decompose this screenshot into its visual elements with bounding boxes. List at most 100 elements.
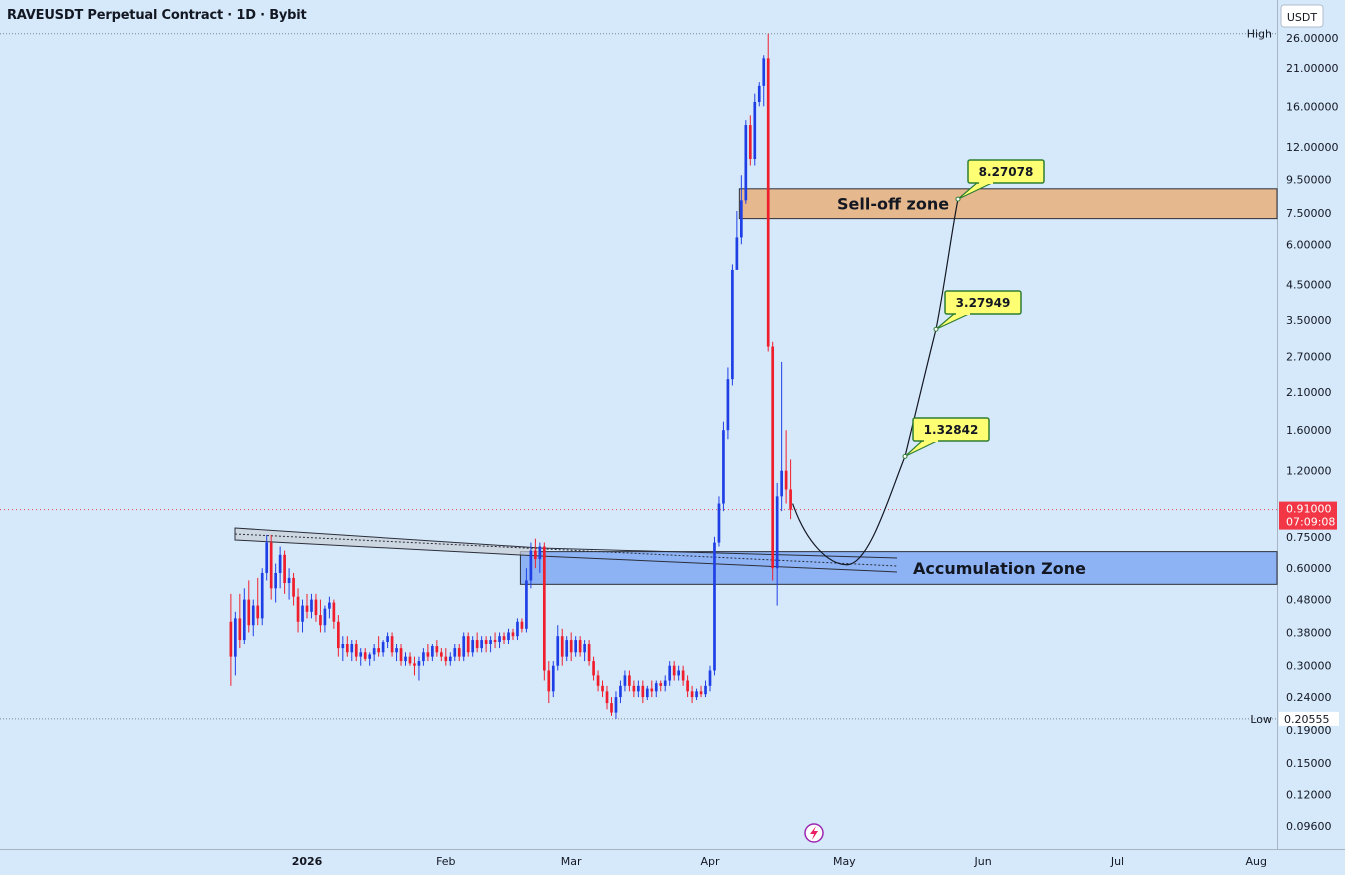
target-callout-value: 8.27078	[979, 165, 1034, 179]
candle-body	[386, 636, 389, 643]
callout-joint	[956, 311, 970, 315]
candle-body	[574, 640, 578, 653]
candle-body	[484, 640, 488, 645]
candle-body	[404, 656, 407, 662]
callout-joint	[979, 180, 993, 184]
time-tick-label: Aug	[1246, 855, 1267, 868]
time-tick-label: Feb	[436, 855, 455, 868]
selloff-zone[interactable]	[738, 188, 1278, 220]
price-tick-label: 9.50000	[1286, 174, 1332, 187]
candle-body	[337, 621, 340, 649]
price-tick-label: 0.19000	[1286, 724, 1332, 737]
time-tick-label: Jul	[1110, 855, 1124, 868]
candle-body	[480, 640, 483, 649]
price-tick-label: 1.60000	[1286, 424, 1332, 437]
candle-body	[525, 580, 528, 629]
candle-body	[493, 640, 497, 643]
target-point	[902, 453, 908, 459]
candle-body	[534, 550, 537, 560]
candle-body	[345, 644, 349, 653]
projection-curve[interactable]	[792, 199, 959, 566]
candle-body	[471, 640, 475, 653]
candle-body	[775, 496, 779, 569]
candle-body	[699, 691, 703, 695]
candle-body	[431, 646, 434, 657]
price-tick-label: 2.70000	[1286, 351, 1332, 364]
candle-body	[466, 636, 470, 653]
candle-body	[242, 599, 246, 641]
trend-line-extension-upper[interactable]	[539, 547, 898, 559]
candle-body	[368, 654, 372, 659]
candle-body	[663, 680, 667, 686]
target-callout-value: 3.27949	[956, 296, 1011, 310]
price-tick-label: 7.50000	[1286, 207, 1332, 220]
time-tick-label: Mar	[561, 855, 582, 868]
price-tick-label: 1.20000	[1286, 465, 1332, 478]
candle-body	[462, 636, 466, 657]
price-tick-label: 0.30000	[1286, 660, 1332, 673]
candle-body	[569, 640, 573, 653]
price-tick-label: 16.00000	[1286, 100, 1339, 113]
candle-body	[565, 640, 569, 657]
candle-body	[475, 640, 479, 649]
price-tick-label: 0.60000	[1286, 562, 1332, 575]
candle-body	[601, 685, 604, 692]
candle-body	[489, 640, 492, 645]
candle-body	[274, 572, 277, 589]
candle-body	[390, 636, 394, 653]
candle-body	[690, 691, 694, 698]
trend-channel[interactable]	[234, 527, 541, 557]
price-tick-label: 4.50000	[1286, 279, 1332, 292]
candle-body	[377, 648, 380, 653]
target-callout-box	[912, 417, 990, 442]
price-tick-label: 3.50000	[1286, 314, 1332, 327]
candle-body	[332, 602, 336, 622]
candle-body	[305, 605, 309, 612]
lightning-event-icon[interactable]	[804, 823, 824, 843]
trend-line-extension-lower[interactable]	[539, 555, 898, 573]
candle-body	[372, 648, 376, 655]
target-callout-box	[967, 159, 1045, 184]
candle-body	[614, 697, 618, 713]
candle-body	[551, 665, 555, 692]
callout-joint	[924, 438, 938, 442]
candle-body	[502, 636, 506, 641]
candle-body	[722, 430, 725, 504]
accumulation-zone-label: Accumulation Zone	[913, 559, 1086, 578]
price-tick-label: 26.00000	[1286, 32, 1339, 45]
candle-body	[556, 636, 560, 666]
time-axis[interactable]: 2026 Feb Mar Apr May Jun Jul Aug	[292, 855, 1267, 868]
currency-label: USDT	[1287, 11, 1318, 24]
target-point	[933, 326, 939, 332]
callout-pointer	[935, 312, 972, 330]
candle-body	[735, 237, 739, 270]
candle-body	[592, 661, 595, 676]
candle-body	[319, 615, 322, 626]
candle-body	[726, 379, 730, 431]
accumulation-zone[interactable]	[519, 551, 1278, 585]
candle-body	[234, 618, 237, 657]
candle-body	[717, 503, 721, 543]
price-axis[interactable]: 26.00000 21.00000 16.00000 12.00000 9.50000 7…	[1286, 32, 1339, 833]
candle-body	[740, 200, 743, 238]
candle-body	[278, 554, 282, 573]
target-callout-box	[944, 290, 1022, 315]
price-tick-label: 0.12000	[1286, 789, 1332, 802]
candle-body	[645, 688, 649, 698]
candle-body	[256, 605, 260, 619]
callout-pointer	[904, 439, 940, 457]
candle-body	[578, 640, 582, 653]
candle-body	[229, 621, 233, 657]
candle-body	[583, 644, 586, 653]
candle-body	[408, 656, 412, 664]
target-callouts: 1.32842 3.27949 8.27078	[902, 159, 1045, 459]
candle-body	[439, 652, 443, 657]
candle-body	[417, 661, 421, 666]
candle-body	[681, 670, 685, 681]
currency-box[interactable]	[1280, 4, 1324, 28]
price-tick-label: 6.00000	[1286, 238, 1332, 251]
candle-body	[784, 470, 788, 490]
candle-body	[381, 642, 385, 653]
candle-body	[435, 646, 439, 653]
